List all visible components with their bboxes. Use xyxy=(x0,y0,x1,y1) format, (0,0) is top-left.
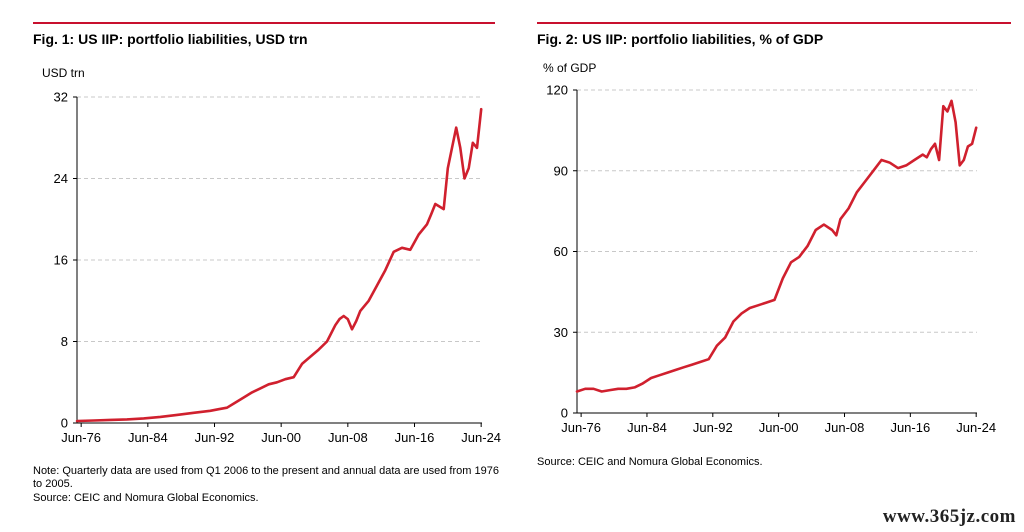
title-rule xyxy=(537,22,1011,24)
chart-note: Note: Quarterly data are used from Q1 20… xyxy=(33,465,499,490)
y-tick-label: 32 xyxy=(54,90,68,105)
y-tick-label: 0 xyxy=(561,406,568,421)
chart-source: Source: CEIC and Nomura Global Economics… xyxy=(537,456,763,468)
x-tick-label: Jun-08 xyxy=(328,430,368,445)
x-tick-label: Jun-16 xyxy=(395,430,435,445)
title-rule xyxy=(33,22,495,24)
x-tick-label: Jun-24 xyxy=(956,420,996,435)
x-tick-label: Jun-00 xyxy=(759,420,799,435)
line-chart-2: 0 30 60 90 120 Jun-76 Jun-84 Jun-92 Jun-00 Jun-08… xyxy=(546,83,996,436)
x-tick-label: Jun-00 xyxy=(261,430,301,445)
chart-title: Fig. 2: US IIP: portfolio liabilities, %… xyxy=(537,31,824,47)
line-chart-1: 0 8 16 24 32 Jun-76 Jun-84 Jun-92 Jun-00 Jun-08 Ju… xyxy=(54,90,502,446)
x-tick-label: Jun-08 xyxy=(825,420,865,435)
x-tick-label: Jun-76 xyxy=(561,420,601,435)
y-tick-label: 30 xyxy=(554,325,568,340)
y-tick-label: 16 xyxy=(54,253,68,268)
y-unit-label: % of GDP xyxy=(543,61,597,75)
chart-title: Fig. 1: US IIP: portfolio liabilities, U… xyxy=(33,31,308,47)
y-tick-label: 8 xyxy=(61,334,68,349)
y-tick-label: 60 xyxy=(554,244,568,259)
y-tick-label: 0 xyxy=(61,416,68,431)
y-tick-label: 90 xyxy=(554,163,568,178)
series-line xyxy=(575,99,978,393)
y-tick-label: 24 xyxy=(54,171,68,186)
y-unit-label: USD trn xyxy=(42,66,85,80)
chart-source: Source: CEIC and Nomura Global Economics… xyxy=(33,492,259,504)
x-tick-label: Jun-84 xyxy=(627,420,667,435)
chart-panel-2: Fig. 2: US IIP: portfolio liabilities, %… xyxy=(512,0,1024,532)
x-tick-label: Jun-84 xyxy=(128,430,168,445)
site-watermark: www.365jz.com xyxy=(882,506,1016,527)
x-tick-label: Jun-16 xyxy=(890,420,930,435)
y-tick-label: 120 xyxy=(546,83,568,98)
x-tick-label: Jun-24 xyxy=(461,430,501,445)
chart-panel-1: Fig. 1: US IIP: portfolio liabilities, U… xyxy=(0,0,510,532)
x-tick-label: Jun-92 xyxy=(693,420,733,435)
x-tick-label: Jun-76 xyxy=(61,430,101,445)
series-line xyxy=(75,107,483,423)
x-tick-label: Jun-92 xyxy=(195,430,235,445)
